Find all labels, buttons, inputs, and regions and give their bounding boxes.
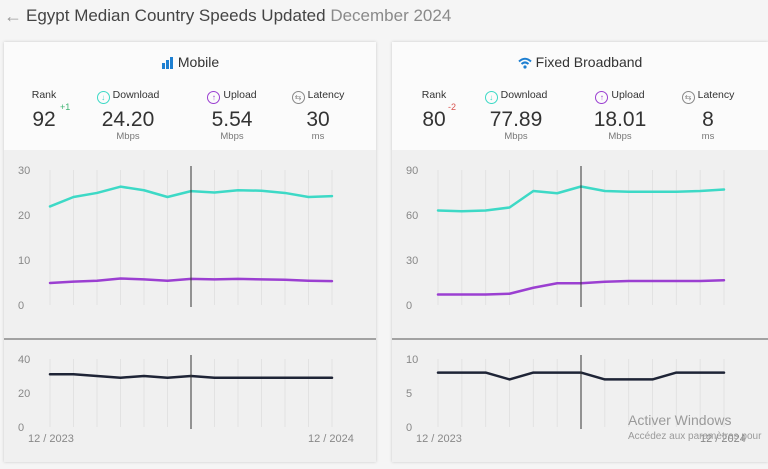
y-tick-label: 60 bbox=[406, 210, 418, 222]
y-tick-label: 10 bbox=[406, 354, 418, 366]
rank-metric: Rank 80 bbox=[394, 88, 474, 132]
panel-title: Fixed Broadband bbox=[392, 54, 768, 72]
y-tick-label: 10 bbox=[18, 255, 30, 267]
upload-metric: ↑ Upload 18.01 Mbps bbox=[580, 88, 660, 142]
download-metric: ↓ Download 77.89 Mbps bbox=[476, 88, 556, 142]
latency-value: 8 bbox=[702, 108, 714, 131]
download-value: 24.20 bbox=[101, 108, 155, 131]
fixed-summary: Fixed Broadband Rank 80 -2 ↓ Download 77.… bbox=[392, 42, 768, 150]
page-title-text: Egypt Median Country Speeds Updated bbox=[26, 6, 326, 25]
x-axis-start-label: 12 / 2023 bbox=[28, 433, 74, 445]
upload-arrow-icon: ↑ bbox=[595, 91, 609, 104]
y-tick-label: 40 bbox=[18, 354, 30, 366]
y-tick-label: 30 bbox=[18, 165, 30, 177]
signal-bars-icon bbox=[161, 56, 174, 72]
rank-label: Rank bbox=[31, 89, 57, 101]
y-tick-label: 20 bbox=[18, 210, 30, 222]
upload-arrow-icon: ↑ bbox=[207, 91, 221, 104]
y-tick-label: 5 bbox=[406, 388, 412, 400]
latency-unit: ms bbox=[311, 131, 325, 142]
upload-label: Upload bbox=[611, 89, 645, 101]
y-tick-label: 30 bbox=[406, 255, 418, 267]
latency-unit: ms bbox=[701, 131, 715, 142]
y-tick-label: 90 bbox=[406, 165, 418, 177]
back-arrow-icon[interactable]: ← bbox=[4, 6, 22, 26]
upload-metric: ↑ Upload 5.54 Mbps bbox=[192, 88, 272, 142]
mobile-panel: Mobile Rank 92 +1 ↓ Download 24.20 Mbps ↑… bbox=[4, 42, 376, 462]
download-label: Download bbox=[112, 89, 160, 101]
panel-title-text: Mobile bbox=[177, 54, 220, 70]
windows-activation-watermark: Activer Windows Accédez aux paramètres p… bbox=[628, 412, 761, 442]
page-title-date: December 2024 bbox=[330, 6, 452, 25]
rank-change: +1 bbox=[60, 102, 71, 112]
speed-chart: 0 10 20 30 bbox=[18, 165, 334, 312]
panel-title-text: Fixed Broadband bbox=[535, 54, 643, 70]
latency-label: Latency bbox=[307, 89, 345, 101]
latency-metric: ⇆ Latency 30 ms bbox=[278, 88, 358, 142]
upload-unit: Mbps bbox=[220, 131, 244, 142]
rank-change: -2 bbox=[448, 102, 457, 112]
y-tick-label: 0 bbox=[406, 422, 412, 434]
upload-unit: Mbps bbox=[608, 131, 632, 142]
mobile-charts[interactable]: 0 10 20 30 0 20 40 12 / 2023 12 / 2024 bbox=[4, 150, 376, 462]
watermark-subtitle: Accédez aux paramètres pour bbox=[628, 431, 762, 442]
latency-label: Latency bbox=[697, 89, 735, 101]
wifi-icon bbox=[517, 56, 532, 72]
latency-icon: ⇆ bbox=[681, 91, 695, 104]
upload-label: Upload bbox=[223, 89, 257, 101]
download-arrow-icon: ↓ bbox=[96, 91, 110, 104]
page-title: Egypt Median Country Speeds Updated Dece… bbox=[26, 6, 451, 26]
x-axis-end-label: 12 / 2024 bbox=[700, 433, 746, 445]
y-tick-label: 0 bbox=[406, 300, 412, 312]
upload-value: 5.54 bbox=[211, 108, 253, 131]
rank-value: 80 bbox=[422, 108, 446, 131]
rank-metric: Rank 92 bbox=[4, 88, 84, 132]
download-label: Download bbox=[500, 89, 548, 101]
x-axis-start-label: 12 / 2023 bbox=[416, 433, 462, 445]
speed-chart: 0 30 60 90 bbox=[406, 165, 726, 312]
fixed-charts[interactable]: 0 30 60 90 0 5 10 12 / 2023 12 / 2024 bbox=[392, 150, 768, 462]
download-unit: Mbps bbox=[116, 131, 140, 142]
rank-label: Rank bbox=[421, 89, 447, 101]
rank-value: 92 bbox=[32, 108, 56, 131]
download-arrow-icon: ↓ bbox=[484, 91, 498, 104]
y-tick-label: 20 bbox=[18, 388, 30, 400]
latency-chart: 0 20 40 bbox=[18, 354, 334, 434]
download-value: 77.89 bbox=[489, 108, 543, 131]
page-header: ← Egypt Median Country Speeds Updated De… bbox=[0, 0, 768, 36]
latency-icon: ⇆ bbox=[291, 91, 305, 104]
panel-title: Mobile bbox=[4, 54, 376, 72]
y-tick-label: 0 bbox=[18, 300, 24, 312]
y-tick-label: 0 bbox=[18, 422, 24, 434]
download-unit: Mbps bbox=[504, 131, 528, 142]
upload-value: 18.01 bbox=[593, 108, 647, 131]
watermark-title: Activer Windows bbox=[628, 412, 732, 428]
latency-metric: ⇆ Latency 8 ms bbox=[668, 88, 748, 142]
latency-chart: 0 5 10 bbox=[406, 354, 726, 434]
latency-value: 30 bbox=[306, 108, 330, 131]
download-metric: ↓ Download 24.20 Mbps bbox=[88, 88, 168, 142]
mobile-summary: Mobile Rank 92 +1 ↓ Download 24.20 Mbps ↑… bbox=[4, 42, 376, 150]
fixed-broadband-panel: Fixed Broadband Rank 80 -2 ↓ Download 77.… bbox=[392, 42, 768, 462]
x-axis-end-label: 12 / 2024 bbox=[308, 433, 354, 445]
